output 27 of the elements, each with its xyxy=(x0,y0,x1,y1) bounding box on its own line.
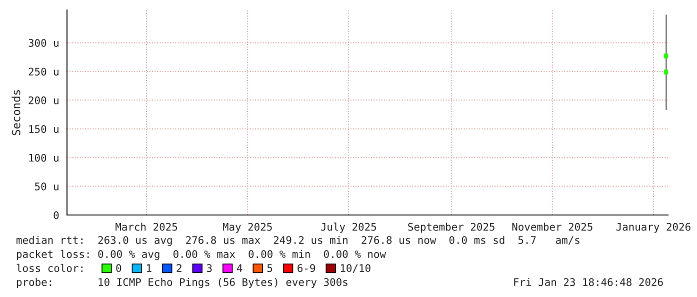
y-tick-label: 150 u xyxy=(29,125,58,133)
y-tick-label: 0 xyxy=(54,211,59,220)
legend-label: 2 xyxy=(176,264,182,272)
legend-label: 10/10 xyxy=(340,264,370,273)
y-tick-label: 200 u xyxy=(28,96,58,104)
y-tick-label: 50 u xyxy=(35,182,58,190)
y-axis-title: Seconds xyxy=(12,90,20,136)
x-tick-label: July 2025 xyxy=(320,222,376,233)
text: Fri Jan 23 18:46:48 2026 xyxy=(514,278,663,286)
y-tick-label: 100 u xyxy=(29,154,58,162)
x-tick-label: March 2025 xyxy=(116,222,178,231)
legend-label: 0 xyxy=(116,264,122,272)
text: probe: 10 ICMP Echo Pings (56 Bytes) every 300s xyxy=(16,278,348,288)
x-tick-label: January 2026 xyxy=(616,222,690,233)
legend-label: 3 xyxy=(206,264,212,272)
x-tick-label: May 2025 xyxy=(222,222,272,233)
legend-label: 1 xyxy=(147,264,152,272)
x-tick-label: November 2025 xyxy=(512,222,592,231)
text: median rtt: 263.0 us avg 276.8 us max 249.2 us min 276.8 us now 0.0 ms sd 5.7 am/s xyxy=(16,236,580,246)
legend-label: 6-9 xyxy=(298,264,316,272)
legend-title: loss color: xyxy=(16,264,82,272)
x-tick-label: September 2025 xyxy=(408,222,494,233)
legend-label: 4 xyxy=(236,264,242,272)
text: packet loss: 0.00 % avg 0.00 % max 0.00 % min 0.00 % now xyxy=(16,250,386,260)
y-tick-label: 250 u xyxy=(28,68,58,76)
legend-label: 5 xyxy=(267,264,272,272)
y-tick-label: 300 u xyxy=(28,38,58,47)
